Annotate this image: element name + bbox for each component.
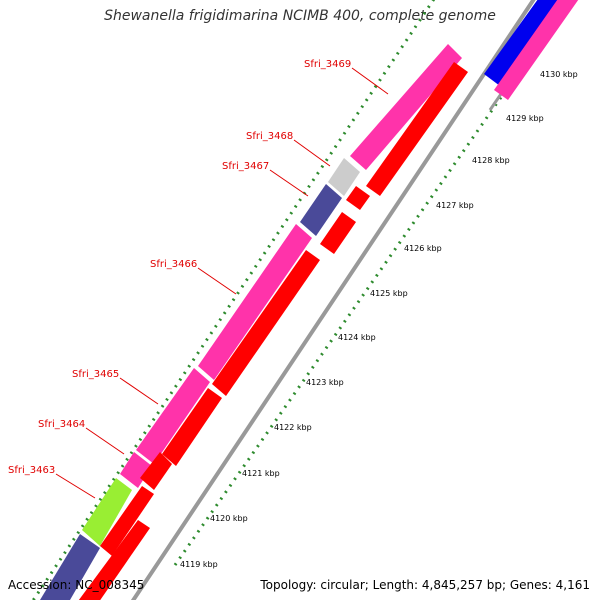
kbp-label-4130: 4130 kbp bbox=[540, 70, 578, 79]
kbp-label-4125: 4125 kbp bbox=[370, 289, 408, 298]
outer-tick-ring bbox=[31, 0, 436, 600]
kbp-label-4120: 4120 kbp bbox=[210, 514, 248, 523]
kbp-label-4127: 4127 kbp bbox=[436, 201, 474, 210]
gene-block-pink-3463 bbox=[120, 452, 152, 488]
kbp-label-4126: 4126 kbp bbox=[404, 244, 442, 253]
cds-arrow-7 bbox=[346, 186, 370, 210]
gene-label-sfri-3468: Sfri_3468 bbox=[246, 131, 293, 142]
gene-block-purple-bottom bbox=[40, 534, 100, 600]
cds-arrow-2 bbox=[100, 486, 154, 556]
cds-arrow-1 bbox=[78, 520, 150, 600]
feature-track-outer bbox=[40, 44, 462, 600]
gene-label-sfri-3464: Sfri_3464 bbox=[38, 419, 85, 430]
kbp-label-4129: 4129 kbp bbox=[506, 114, 544, 123]
gene-block-pink-3469 bbox=[350, 44, 462, 170]
genome-summary-text: Topology: circular; Length: 4,845,257 bp… bbox=[260, 578, 590, 592]
gene-label-sfri-3463: Sfri_3463 bbox=[8, 465, 55, 476]
kbp-label-4124: 4124 kbp bbox=[338, 333, 376, 342]
cds-arrow-8 bbox=[366, 62, 468, 196]
gene-block-blue bbox=[484, 0, 560, 86]
gene-label-sfri-3469: Sfri_3469 bbox=[304, 59, 351, 70]
gene-label-sfri-3465: Sfri_3465 bbox=[72, 369, 119, 380]
kbp-label-4121: 4121 kbp bbox=[242, 469, 280, 478]
accession-text: Accession: NC_008345 bbox=[8, 578, 145, 592]
gene-block-gray-3468 bbox=[328, 158, 360, 196]
cds-arrow-3 bbox=[140, 452, 172, 490]
cds-arrow-4 bbox=[162, 388, 222, 466]
genome-backbone bbox=[130, 0, 536, 600]
gene-block-pink-3464 bbox=[136, 368, 210, 464]
feature-track-cds bbox=[78, 62, 468, 600]
kbp-label-4128: 4128 kbp bbox=[472, 156, 510, 165]
gene-label-leaders bbox=[55, 67, 389, 499]
kbp-label-4123: 4123 kbp bbox=[306, 378, 344, 387]
cds-arrow-6 bbox=[320, 212, 356, 254]
map-title: Shewanella frigidimarina NCIMB 400, comp… bbox=[104, 8, 496, 24]
inner-tick-ring bbox=[173, 69, 522, 566]
kbp-label-4119: 4119 kbp bbox=[180, 560, 218, 569]
cds-arrow-5 bbox=[212, 250, 320, 396]
gene-block-pink-3466 bbox=[198, 224, 312, 380]
gene-block-green bbox=[82, 478, 132, 546]
gene-label-sfri-3466: Sfri_3466 bbox=[150, 259, 197, 270]
gene-block-pink-upper bbox=[494, 0, 579, 100]
gene-block-purple-3467 bbox=[300, 184, 342, 236]
gene-label-sfri-3467: Sfri_3467 bbox=[222, 161, 269, 172]
kbp-label-4122: 4122 kbp bbox=[274, 423, 312, 432]
